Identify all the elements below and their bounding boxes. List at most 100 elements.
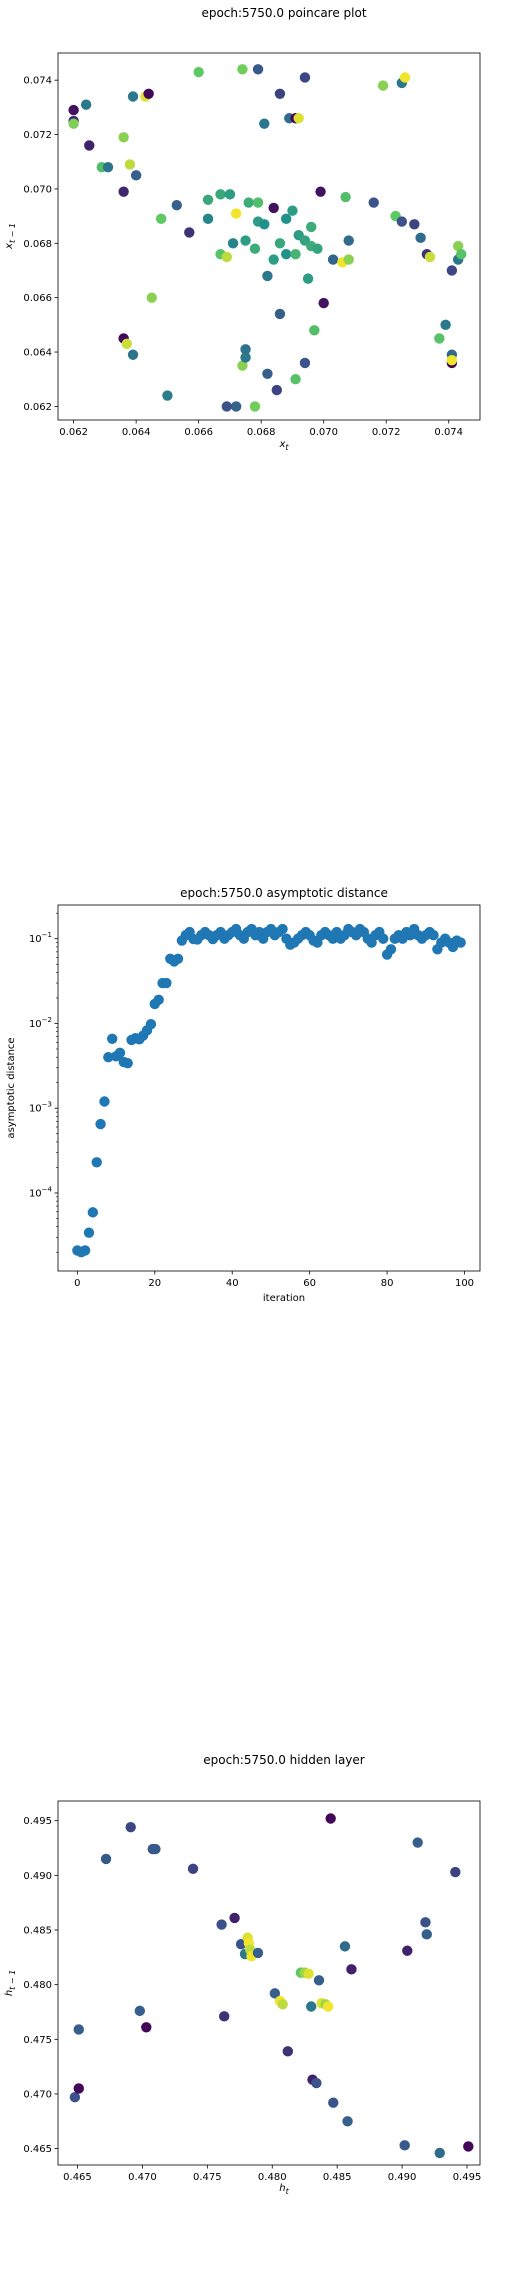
data-point: [293, 113, 304, 124]
y-tick-label: 0.485: [23, 1925, 52, 1936]
data-point: [262, 368, 273, 379]
y-tick-label: 0.490: [23, 1871, 52, 1882]
data-point: [221, 401, 232, 412]
data-point: [162, 390, 173, 401]
y-tick-label: 10−2: [29, 1016, 52, 1030]
data-point: [434, 333, 445, 344]
data-point: [79, 1245, 91, 1256]
y-tick-label: 0.495: [23, 1816, 52, 1827]
data-point: [274, 308, 286, 320]
data-point: [343, 254, 354, 265]
data-point: [240, 352, 251, 363]
data-point: [428, 930, 439, 941]
x-tick-label: 0.480: [258, 2172, 287, 2183]
data-point: [193, 66, 204, 78]
data-point: [313, 1975, 325, 1986]
data-point: [240, 344, 251, 355]
data-point: [446, 265, 458, 276]
hidden-layer-chart: epoch:5750.0 hidden layer 0.465 0.470 0.47…: [4, 1753, 482, 2196]
data-point: [409, 219, 420, 230]
chart-title: epoch:5750.0 asymptotic distance: [180, 886, 388, 900]
data-point: [202, 213, 214, 225]
data-point: [315, 186, 326, 197]
x-tick-label: 0.495: [453, 2172, 482, 2183]
data-point: [306, 221, 317, 233]
y-tick-label: 0.064: [23, 348, 52, 359]
data-point: [399, 2140, 410, 2151]
data-point: [463, 2141, 474, 2152]
x-tick-label: 40: [226, 1278, 239, 1289]
data-point: [342, 2116, 353, 2127]
x-tick-label: 0.068: [247, 427, 276, 438]
data-point: [184, 227, 195, 238]
data-point: [249, 243, 261, 254]
data-point: [237, 360, 248, 371]
y-axis-label: asymptotic distance: [6, 1037, 17, 1138]
y-tick-label: 0.066: [23, 293, 52, 304]
data-point: [424, 251, 436, 263]
x-tick-label: 0.072: [372, 427, 401, 438]
asymptotic-distance-chart: epoch:5750.0 asymptotic distance 0 20 40 60…: [6, 886, 481, 1304]
data-point: [121, 338, 132, 350]
data-point: [252, 64, 264, 75]
data-point: [343, 235, 354, 246]
data-point: [87, 1207, 99, 1218]
data-point: [455, 937, 466, 948]
data-point: [100, 1853, 112, 1865]
data-point: [224, 189, 236, 200]
plot-area: 0.062 0.064 0.066 0.068 0.070 0.072 0.074 0.062…: [23, 52, 481, 438]
data-point: [127, 349, 139, 360]
data-point: [421, 1929, 432, 1940]
data-point: [216, 1919, 227, 1930]
data-point: [230, 208, 242, 219]
data-point: [235, 1938, 247, 1950]
data-point: [368, 197, 379, 208]
x-tick-label: 80: [381, 1278, 394, 1289]
x-tick-label: 0.070: [309, 427, 338, 438]
data-point: [118, 186, 129, 197]
y-tick-label: 10−1: [29, 931, 52, 945]
data-point: [143, 88, 154, 99]
y-tick-label: 10−3: [29, 1101, 52, 1115]
data-point: [252, 197, 264, 208]
data-point: [290, 248, 301, 260]
plot-frame: [57, 904, 481, 1272]
y-axis-label: ht − 1: [4, 1970, 17, 1996]
data-point: [385, 944, 397, 955]
poincare-plot-chart: epoch:5750.0 poincare plot 0.062 0.064 0.0…: [4, 6, 481, 452]
data-point: [134, 2005, 146, 2017]
x-tick-label: 0.064: [122, 427, 151, 438]
data-point: [146, 292, 157, 303]
y-tick-label: 10−4: [29, 1185, 53, 1199]
data-point: [107, 1033, 118, 1044]
data-point: [450, 1866, 461, 1878]
data-point: [402, 1945, 413, 1956]
data-point: [229, 1912, 240, 1924]
data-point: [440, 319, 451, 331]
data-point: [103, 1051, 114, 1063]
plot-frame: [57, 52, 481, 421]
data-point: [277, 1999, 288, 2010]
data-point: [269, 1988, 281, 1999]
data-point: [287, 205, 298, 216]
data-point: [274, 88, 286, 99]
y-tick-label: 0.072: [23, 130, 52, 141]
data-point: [91, 1157, 102, 1168]
data-point: [249, 401, 261, 412]
x-axis-label: xt: [278, 439, 289, 452]
data-point: [95, 1118, 106, 1130]
x-tick-label: 0.066: [184, 427, 213, 438]
y-axis-label: xt − 1: [4, 223, 17, 250]
data-point: [328, 2097, 339, 2108]
data-point: [215, 189, 226, 200]
data-point: [377, 80, 389, 91]
plot-area: 0 20 40 60 80 100 10−1 10−2 10−3 10−4: [29, 904, 481, 1289]
data-point: [219, 2011, 230, 2022]
data-point: [243, 197, 254, 208]
data-point: [271, 384, 283, 396]
data-point: [237, 64, 248, 75]
data-point: [141, 2022, 152, 2033]
x-tick-label: 0.062: [59, 427, 88, 438]
data-point: [73, 2083, 84, 2094]
x-tick-label: 0: [74, 1278, 80, 1289]
